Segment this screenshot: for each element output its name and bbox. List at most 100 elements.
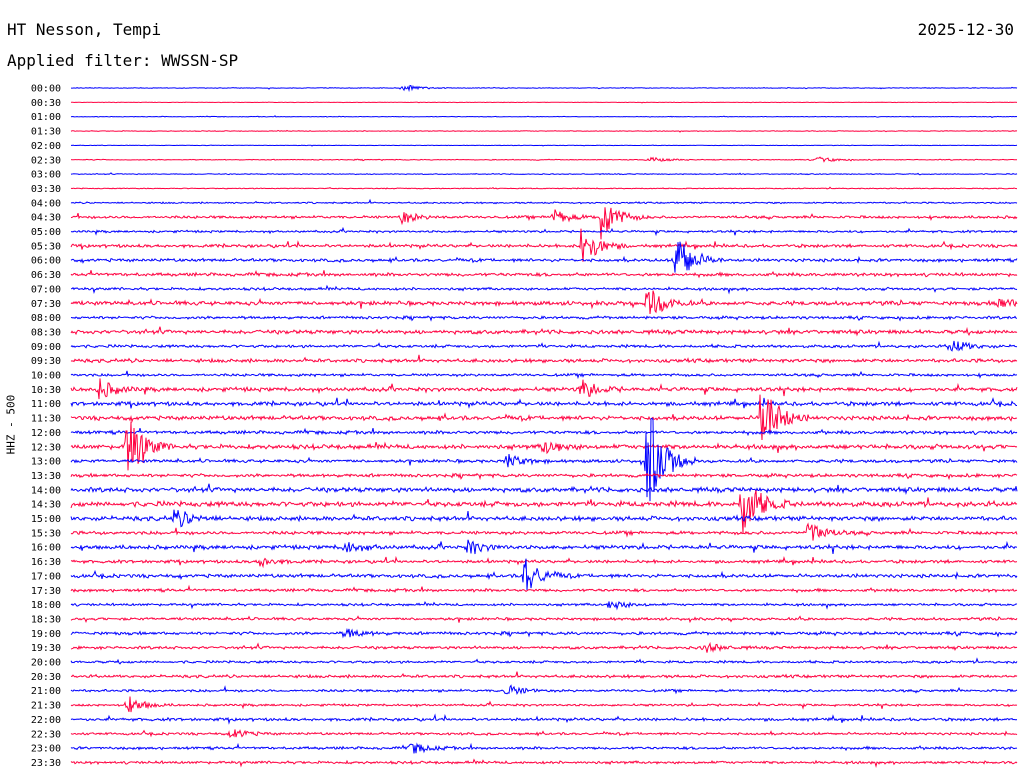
row-time-label: 16:30 bbox=[31, 557, 61, 568]
trace-line bbox=[70, 472, 1018, 481]
row-time-label: 18:00 bbox=[31, 600, 61, 611]
row-time-label: 11:00 bbox=[31, 399, 61, 410]
trace-line bbox=[71, 84, 1018, 93]
row-time-label: 23:30 bbox=[31, 758, 61, 769]
row-time-label: 19:30 bbox=[31, 643, 61, 654]
row-time-label: 14:30 bbox=[31, 500, 61, 511]
row-time-label: 21:00 bbox=[31, 686, 61, 697]
row-time-label: 14:00 bbox=[31, 485, 61, 496]
trace-line bbox=[70, 584, 1018, 594]
trace-line bbox=[70, 522, 1018, 541]
trace-line bbox=[70, 354, 1018, 364]
row-time-label: 17:00 bbox=[31, 571, 61, 582]
trace-line bbox=[70, 394, 1018, 441]
trace-line bbox=[70, 758, 1018, 768]
row-time-label: 20:00 bbox=[31, 658, 61, 669]
trace-line bbox=[70, 198, 1018, 205]
trace-line bbox=[70, 555, 1018, 569]
trace-line bbox=[70, 627, 1018, 639]
trace-line bbox=[70, 417, 1018, 502]
trace-line bbox=[70, 558, 1018, 591]
row-time-label: 05:30 bbox=[31, 241, 61, 252]
row-time-label: 18:30 bbox=[31, 614, 61, 625]
trace-line bbox=[70, 270, 1018, 279]
trace-line bbox=[70, 742, 1018, 754]
trace-line bbox=[70, 370, 1017, 380]
row-time-label: 07:00 bbox=[31, 284, 61, 295]
row-time-label: 12:00 bbox=[31, 428, 61, 439]
trace-line bbox=[70, 156, 1018, 163]
row-time-label: 07:30 bbox=[31, 299, 61, 310]
trace-line bbox=[70, 600, 1018, 611]
row-time-label: 00:00 bbox=[31, 84, 61, 95]
row-time-label: 23:00 bbox=[31, 744, 61, 755]
trace-line bbox=[70, 129, 1018, 133]
row-time-label: 21:30 bbox=[31, 701, 61, 712]
trace-line bbox=[70, 397, 1017, 409]
row-time-label: 15:30 bbox=[31, 528, 61, 539]
row-time-label: 09:30 bbox=[31, 356, 61, 367]
trace-line bbox=[70, 284, 1018, 295]
row-time-label: 05:00 bbox=[31, 227, 61, 238]
row-time-label: 04:30 bbox=[31, 213, 61, 224]
row-time-label: 10:00 bbox=[31, 371, 61, 382]
row-time-label: 22:30 bbox=[31, 729, 61, 740]
row-time-label: 13:00 bbox=[31, 457, 61, 468]
row-time-label: 10:30 bbox=[31, 385, 61, 396]
trace-line bbox=[70, 713, 1018, 725]
trace-line bbox=[70, 421, 1018, 471]
trace-line bbox=[70, 144, 1018, 147]
plot-date: 2025-12-30 bbox=[917, 20, 1014, 39]
trace-line bbox=[70, 641, 1018, 653]
trace-line bbox=[70, 671, 1018, 679]
trace-line bbox=[70, 340, 1018, 352]
row-time-label: 04:00 bbox=[31, 198, 61, 209]
row-time-label: 01:00 bbox=[31, 112, 61, 123]
trace-line bbox=[70, 326, 1018, 337]
row-time-label: 13:30 bbox=[31, 471, 61, 482]
station-title: HT Nesson, Tempi bbox=[7, 20, 162, 39]
row-time-label: 02:30 bbox=[31, 155, 61, 166]
row-time-label: 06:30 bbox=[31, 270, 61, 281]
trace-line bbox=[70, 615, 1018, 624]
trace-line bbox=[70, 657, 1018, 665]
trace-line bbox=[70, 729, 1018, 738]
row-time-label: 16:00 bbox=[31, 543, 61, 554]
row-time-label: 09:00 bbox=[31, 342, 61, 353]
trace-line bbox=[70, 490, 1018, 534]
row-time-label: 06:00 bbox=[31, 256, 61, 267]
row-time-label: 19:00 bbox=[31, 629, 61, 640]
row-time-label: 12:30 bbox=[31, 442, 61, 453]
trace-line bbox=[70, 115, 1018, 119]
row-time-label: 17:30 bbox=[31, 586, 61, 597]
trace-line bbox=[70, 290, 1018, 315]
row-time-label: 20:30 bbox=[31, 672, 61, 683]
row-time-label: 08:00 bbox=[31, 313, 61, 324]
row-time-label: 03:30 bbox=[31, 184, 61, 195]
trace-line bbox=[70, 696, 1018, 713]
trace-line bbox=[70, 427, 1018, 437]
trace-line bbox=[70, 684, 1018, 696]
trace-line bbox=[70, 101, 1018, 104]
filter-label: Applied filter: WWSSN-SP bbox=[7, 51, 239, 70]
row-time-label: 15:00 bbox=[31, 514, 61, 525]
row-time-label: 00:30 bbox=[31, 98, 61, 109]
trace-line bbox=[70, 207, 1018, 240]
row-time-label: 22:00 bbox=[31, 715, 61, 726]
row-time-label: 03:00 bbox=[31, 170, 61, 181]
trace-line bbox=[70, 539, 1017, 555]
row-time-label: 11:30 bbox=[31, 414, 61, 425]
trace-line bbox=[70, 172, 1018, 176]
trace-line bbox=[70, 314, 1018, 322]
trace-line bbox=[70, 378, 1018, 400]
trace-line bbox=[70, 483, 1018, 496]
row-time-label: 01:30 bbox=[31, 127, 61, 138]
trace-line bbox=[70, 509, 1018, 528]
trace-line bbox=[70, 228, 1018, 262]
row-time-label: 08:30 bbox=[31, 327, 61, 338]
trace-line bbox=[70, 226, 1018, 237]
trace-line bbox=[70, 186, 1017, 190]
trace-line bbox=[70, 241, 1018, 273]
row-time-label: 02:00 bbox=[31, 141, 61, 152]
